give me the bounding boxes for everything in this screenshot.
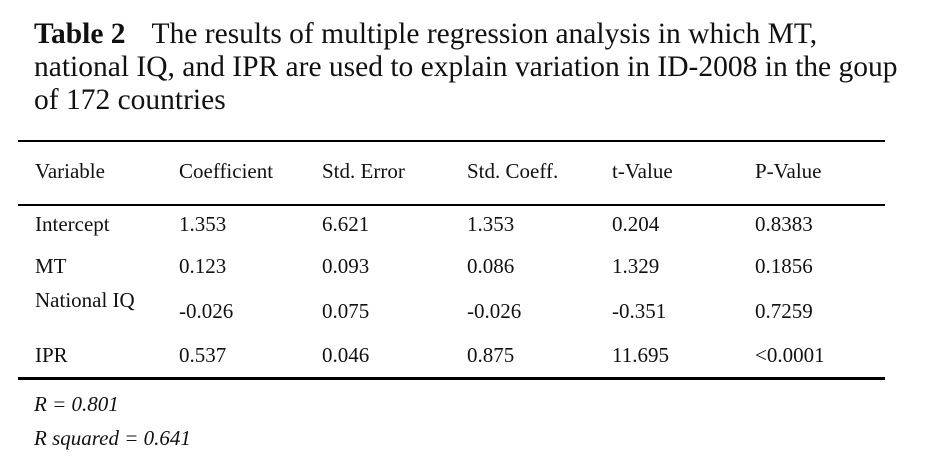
header-rule xyxy=(18,204,885,206)
header-t-value: t-Value xyxy=(612,159,673,183)
header-std-coeff: Std. Coeff. xyxy=(467,159,559,183)
table-cell: MT xyxy=(35,254,67,278)
top-rule xyxy=(18,140,885,142)
r-value-note: R = 0.801 xyxy=(34,392,119,416)
table-cell: National IQ xyxy=(35,288,135,312)
table-cell: 0.086 xyxy=(467,254,515,278)
table-cell: <0.0001 xyxy=(755,343,825,367)
header-p-value: P-Value xyxy=(755,159,822,183)
table-cell: -0.351 xyxy=(612,299,667,323)
table-cell: 1.353 xyxy=(467,212,515,236)
table-cell: 1.329 xyxy=(612,254,660,278)
header-std-error: Std. Error xyxy=(322,159,405,183)
table-cell: IPR xyxy=(35,343,68,367)
table-caption: Table 2 The results of multiple regressio… xyxy=(34,18,914,117)
table-cell: 1.353 xyxy=(179,212,227,236)
table-cell: 11.695 xyxy=(612,343,669,367)
r-squared-note: R squared = 0.641 xyxy=(34,426,191,450)
table-cell: -0.026 xyxy=(467,299,522,323)
table-cell: 0.537 xyxy=(179,343,227,367)
table-cell: 0.204 xyxy=(612,212,660,236)
table-cell: 0.875 xyxy=(467,343,515,367)
table-cell: 0.123 xyxy=(179,254,227,278)
table-cell: Intercept xyxy=(35,212,110,236)
table-cell: 0.046 xyxy=(322,343,370,367)
header-coefficient: Coefficient xyxy=(179,159,274,183)
caption-text: The results of multiple regression analy… xyxy=(34,18,898,116)
table-cell: 0.7259 xyxy=(755,299,813,323)
table-cell: 0.075 xyxy=(322,299,370,323)
header-variable: Variable xyxy=(35,159,105,183)
table-cell: 0.093 xyxy=(322,254,370,278)
table-cell: 0.1856 xyxy=(755,254,813,278)
table-cell: -0.026 xyxy=(179,299,234,323)
table-cell: 6.621 xyxy=(322,212,370,236)
bottom-rule xyxy=(18,377,885,380)
table-cell: 0.8383 xyxy=(755,212,813,236)
table-label: Table 2 xyxy=(34,18,126,50)
